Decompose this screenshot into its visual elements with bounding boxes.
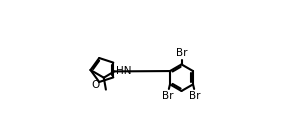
Text: O: O [92, 80, 100, 90]
Text: Br: Br [176, 48, 187, 58]
Text: HN: HN [116, 66, 132, 76]
Text: Br: Br [162, 91, 174, 101]
Text: Br: Br [189, 91, 201, 101]
